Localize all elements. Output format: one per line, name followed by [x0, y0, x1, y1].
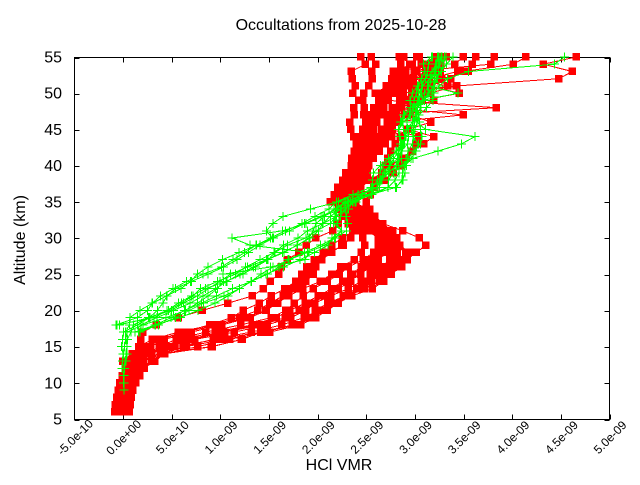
svg-text:45: 45	[44, 122, 62, 139]
svg-text:Altitude (km): Altitude (km)	[12, 195, 29, 285]
svg-text:HCl VMR: HCl VMR	[306, 457, 373, 474]
svg-text:5: 5	[53, 412, 62, 429]
svg-text:40: 40	[44, 158, 62, 175]
svg-text:Occultations from 2025-10-28: Occultations from 2025-10-28	[236, 17, 447, 34]
svg-text:15: 15	[44, 339, 62, 356]
svg-text:55: 55	[44, 50, 62, 67]
svg-text:50: 50	[44, 86, 62, 103]
svg-text:20: 20	[44, 303, 62, 320]
svg-text:25: 25	[44, 267, 62, 284]
svg-text:30: 30	[44, 231, 62, 248]
svg-text:10: 10	[44, 375, 62, 392]
svg-text:35: 35	[44, 194, 62, 211]
